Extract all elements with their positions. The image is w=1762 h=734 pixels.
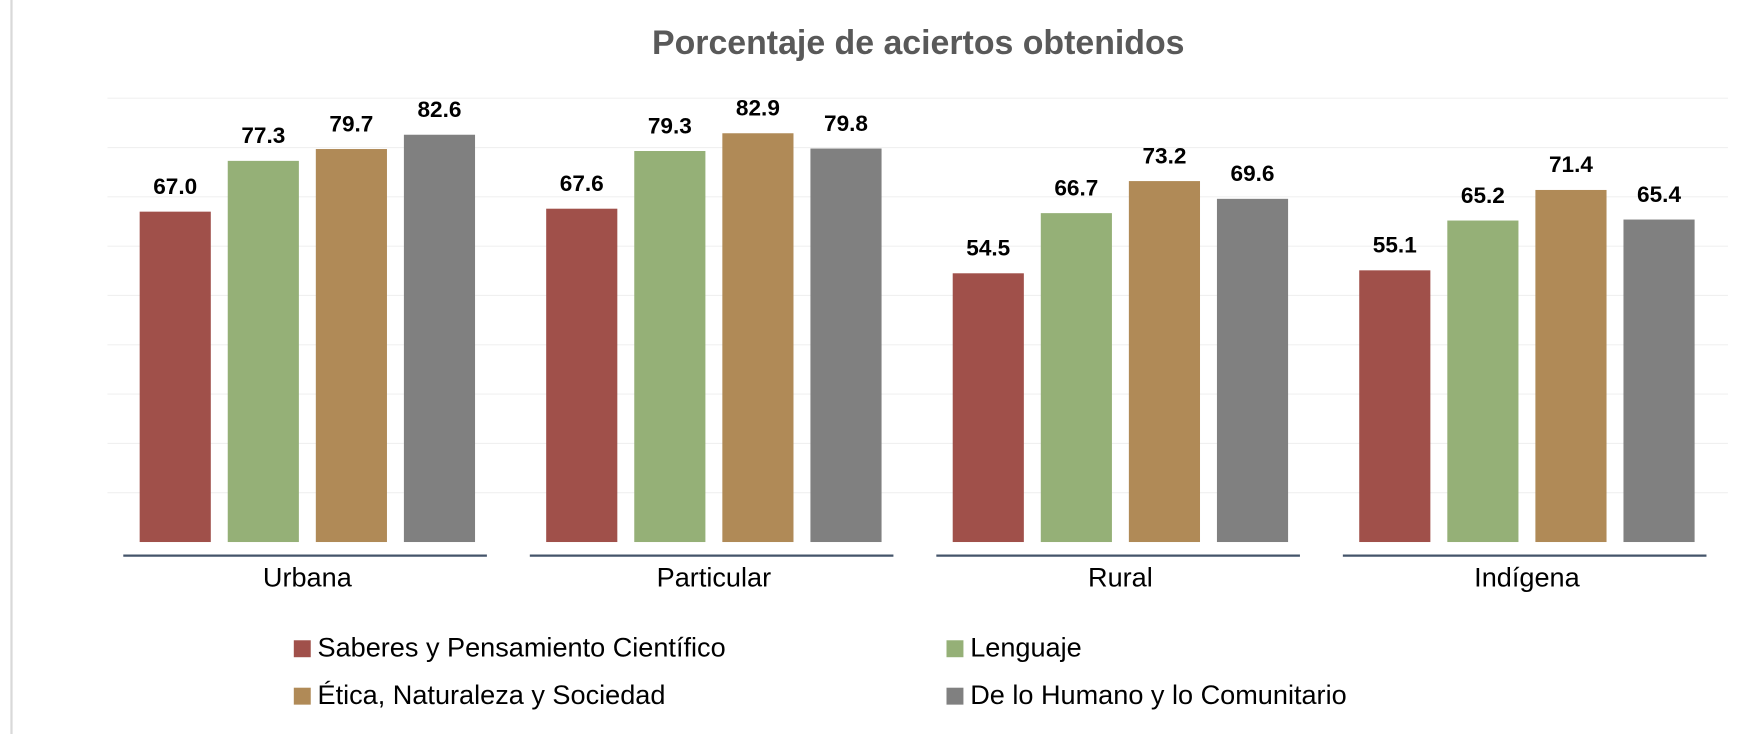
legend-label: Lenguaje [970, 631, 1082, 662]
bar [315, 149, 387, 543]
chart-title: Porcentaje de aciertos obtenidos [652, 24, 1185, 62]
data-label: 67.6 [560, 171, 604, 196]
data-label: 73.2 [1142, 143, 1186, 168]
legend-swatch [293, 687, 311, 705]
data-label: 79.8 [824, 111, 868, 136]
data-label: 55.1 [1373, 233, 1417, 258]
data-label: 67.0 [153, 174, 197, 199]
data-label: 54.5 [966, 236, 1010, 261]
x-tick-label: Rural [1088, 561, 1153, 592]
data-label: 82.6 [417, 97, 461, 122]
x-tick-label: Indígena [1474, 561, 1580, 592]
data-label: 65.2 [1461, 183, 1505, 208]
bar [1447, 220, 1519, 543]
bar [227, 160, 299, 543]
bar [1359, 270, 1431, 543]
bar [722, 133, 794, 543]
data-label: 79.3 [648, 113, 692, 138]
bar [952, 273, 1024, 543]
data-label: 71.4 [1549, 152, 1593, 177]
data-label: 65.4 [1637, 182, 1681, 207]
bar [810, 148, 882, 543]
bar [546, 208, 618, 543]
bar [634, 151, 706, 543]
legend-label: De lo Humano y lo Comunitario [970, 679, 1346, 710]
bar [1216, 198, 1289, 543]
legend-label: Ética, Naturaleza y Sociedad [318, 679, 666, 710]
legend-swatch [946, 640, 964, 658]
legend-swatch [946, 687, 964, 705]
data-label: 66.7 [1054, 175, 1098, 200]
bar [139, 211, 211, 543]
bar [1128, 181, 1201, 543]
bar [1623, 219, 1695, 543]
data-label: 77.3 [241, 123, 285, 148]
data-label: 82.9 [736, 96, 780, 121]
legend-swatch [293, 640, 311, 658]
x-tick-label: Urbana [263, 561, 353, 592]
bar [1535, 189, 1607, 543]
data-label: 69.6 [1231, 161, 1275, 186]
legend-label: Saberes y Pensamiento Científico [318, 631, 726, 662]
bar [403, 134, 476, 543]
x-tick-label: Particular [657, 561, 771, 592]
bar [1040, 213, 1112, 543]
data-label: 79.7 [329, 111, 373, 136]
